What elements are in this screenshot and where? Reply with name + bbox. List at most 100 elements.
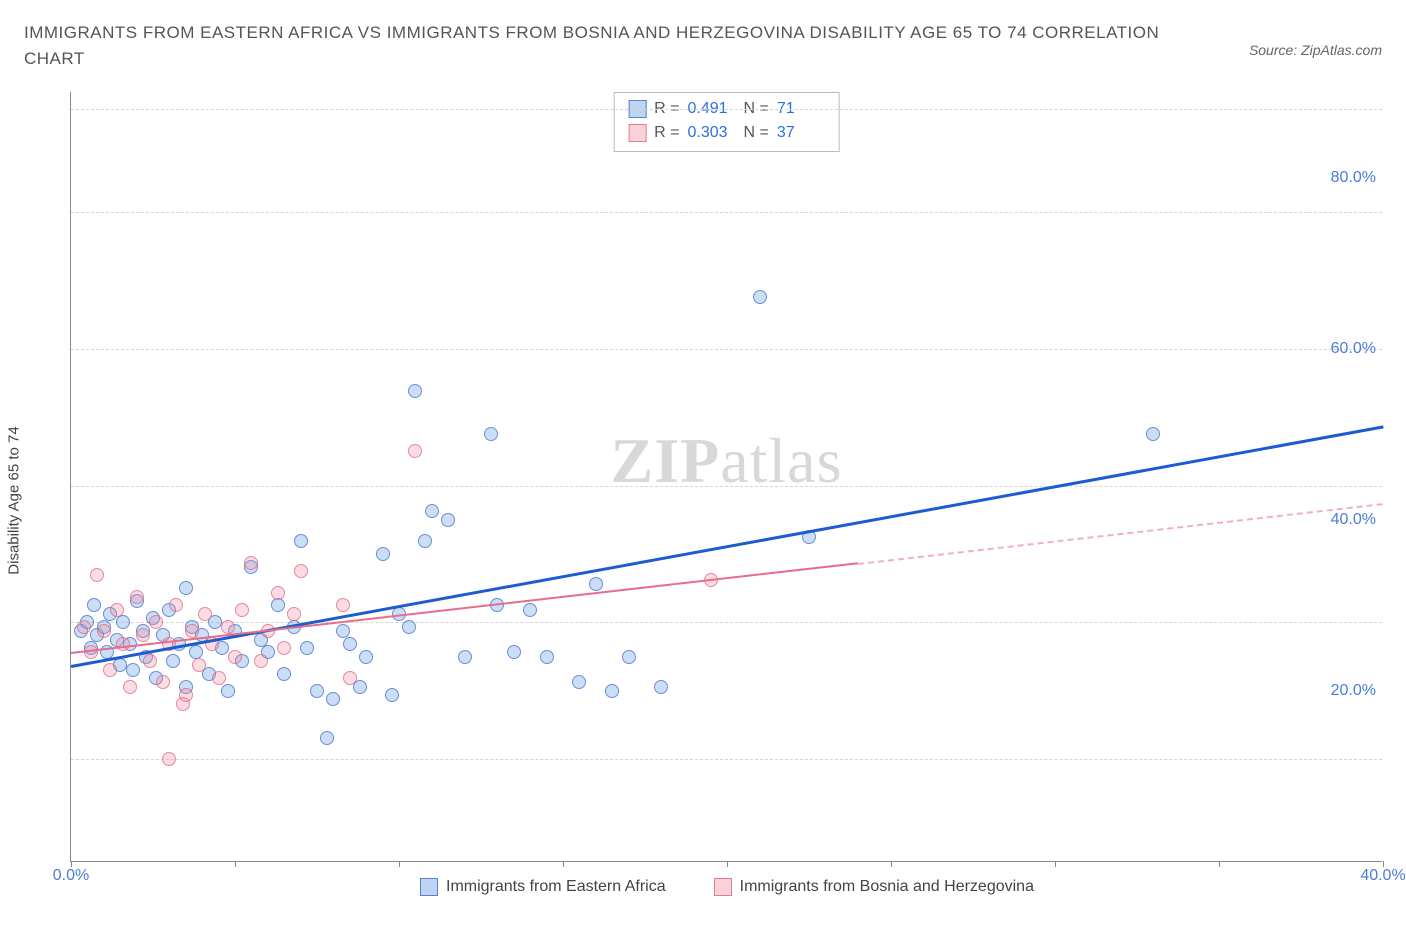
stat-n-value: 37 [777,121,825,145]
data-point [221,684,235,698]
data-point [228,650,242,664]
data-point [385,688,399,702]
data-point [605,684,619,698]
stat-r-label: R = [654,121,679,145]
data-point [484,427,498,441]
data-point [169,598,183,612]
legend-item-bosnia: Immigrants from Bosnia and Herzegovina [714,878,1034,896]
data-point [271,598,285,612]
watermark: ZIPatlas [611,424,843,498]
data-point [116,615,130,629]
chart-title: IMMIGRANTS FROM EASTERN AFRICA VS IMMIGR… [24,20,1164,73]
y-tick-label: 20.0% [1331,682,1376,700]
data-point [77,620,91,634]
swatch-icon [420,878,438,896]
stat-r-value: 0.303 [688,121,736,145]
x-tick-mark [1219,861,1220,867]
y-tick-label: 40.0% [1331,511,1376,529]
x-tick-mark [1055,861,1056,867]
chart-area: Disability Age 65 to 74 ZIPatlas R = 0.4… [24,92,1384,892]
trend-line [858,503,1383,565]
x-tick-mark [727,861,728,867]
data-point [136,628,150,642]
data-point [235,603,249,617]
data-point [287,607,301,621]
swatch-icon [628,124,646,142]
data-point [212,671,226,685]
data-point [408,384,422,398]
gridline [71,349,1382,350]
data-point [326,692,340,706]
data-point [300,641,314,655]
stats-row-bosnia: R = 0.303 N = 37 [628,121,825,145]
data-point [90,568,104,582]
chart-header: IMMIGRANTS FROM EASTERN AFRICA VS IMMIGR… [0,0,1406,81]
data-point [221,620,235,634]
data-point [166,654,180,668]
y-tick-label: 60.0% [1331,340,1376,358]
gridline [71,212,1382,213]
data-point [123,680,137,694]
y-axis-label: Disability Age 65 to 74 [6,426,23,574]
data-point [97,624,111,638]
gridline [71,759,1382,760]
data-point [336,598,350,612]
data-point [753,290,767,304]
stat-n-label: N = [744,121,769,145]
data-point [589,577,603,591]
data-point [271,586,285,600]
x-tick-mark [399,861,400,867]
data-point [179,688,193,702]
data-point [359,650,373,664]
data-point [310,684,324,698]
data-point [540,650,554,664]
data-point [198,607,212,621]
data-point [418,534,432,548]
data-point [320,731,334,745]
x-tick-mark [235,861,236,867]
data-point [343,671,357,685]
data-point [179,581,193,595]
data-point [103,663,117,677]
data-point [84,645,98,659]
data-point [294,564,308,578]
data-point [376,547,390,561]
scatter-plot: ZIPatlas R = 0.491 N = 71 R = 0.303 N = … [70,92,1382,862]
data-point [277,667,291,681]
data-point [458,650,472,664]
legend-label: Immigrants from Eastern Africa [446,878,666,895]
x-tick-mark [563,861,564,867]
x-tick-mark [891,861,892,867]
data-point [192,658,206,672]
data-point [149,615,163,629]
data-point [110,603,124,617]
data-point [244,556,258,570]
legend-item-eastern-africa: Immigrants from Eastern Africa [420,878,666,896]
data-point [441,513,455,527]
data-point [408,444,422,458]
data-point [143,654,157,668]
data-point [572,675,586,689]
data-point [343,637,357,651]
gridline [71,486,1382,487]
data-point [523,603,537,617]
source-attribution: Source: ZipAtlas.com [1249,42,1382,58]
data-point [162,752,176,766]
data-point [654,680,668,694]
legend-label: Immigrants from Bosnia and Herzegovina [740,878,1034,895]
data-point [294,534,308,548]
data-point [116,637,130,651]
swatch-icon [714,878,732,896]
y-tick-label: 80.0% [1331,169,1376,187]
bottom-legend: Immigrants from Eastern Africa Immigrant… [70,878,1384,896]
data-point [507,645,521,659]
data-point [126,663,140,677]
data-point [130,590,144,604]
data-point [185,624,199,638]
data-point [622,650,636,664]
data-point [402,620,416,634]
gridline [71,109,1382,110]
data-point [87,598,101,612]
data-point [189,645,203,659]
data-point [1146,427,1160,441]
